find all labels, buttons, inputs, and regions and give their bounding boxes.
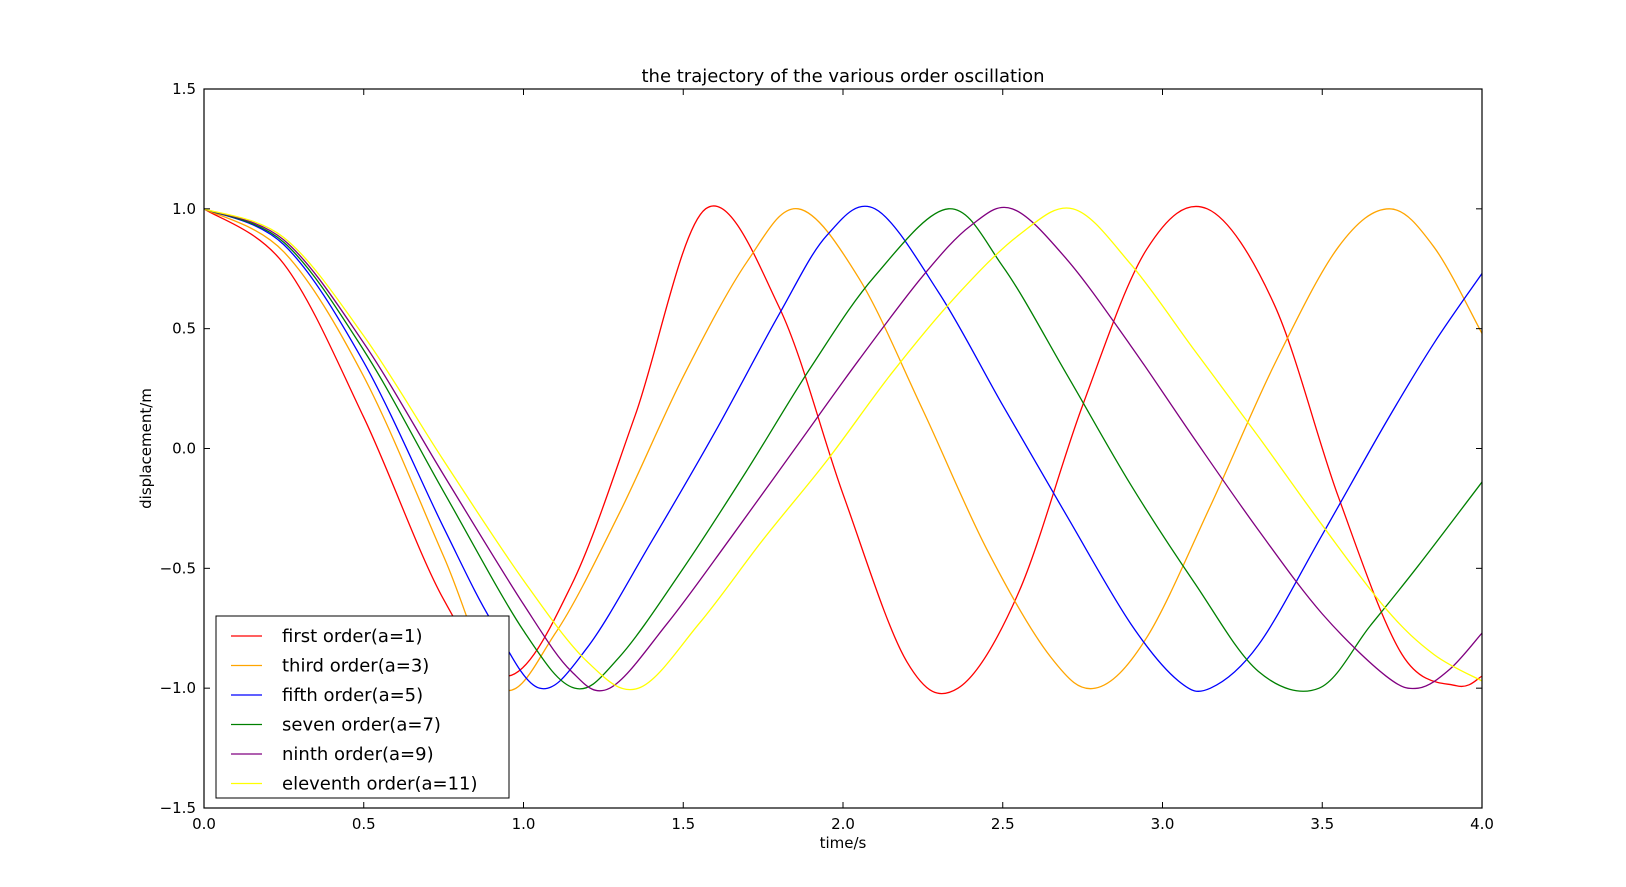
series-line-2 [203,208,1483,692]
x-axis-label: time/s [820,834,867,852]
legend-label-2: third order(a=3) [282,656,429,677]
y-tick-label: 1.5 [172,80,196,98]
legend: first order(a=1) third order(a=3) fifth or… [215,615,510,799]
series-line-3 [203,205,1483,693]
y-tick-label: −1.0 [160,679,196,697]
x-tick-label: 4.0 [1470,815,1494,833]
y-tick-label: 0.5 [172,320,196,338]
x-tick-label: 3.5 [1310,815,1334,833]
y-tick-label: −1.5 [160,799,196,817]
y-tick-label: −0.5 [160,559,196,577]
legend-frame [215,615,510,799]
legend-label-3: fifth order(a=5) [282,685,423,706]
x-tick-label: 2.5 [991,815,1015,833]
series-line-4 [203,208,1483,692]
plot-frame [203,88,1483,809]
x-tick-label: 0.5 [352,815,376,833]
legend-label-4: seven order(a=7) [282,715,441,736]
y-axis-label: displacement/m [137,388,155,509]
y-tick-label: 0.0 [172,440,196,458]
legend-label-6: eleventh order(a=11) [282,774,478,795]
legend-label-5: ninth order(a=9) [282,744,434,765]
x-tick-label: 3.0 [1151,815,1175,833]
series-line-5 [203,206,1483,692]
legend-label-1: first order(a=1) [282,626,423,647]
chart-title: the trajectory of the various order osci… [641,66,1044,87]
x-tick-label: 1.0 [512,815,536,833]
series-line-1 [203,205,1483,695]
y-tick-label: 1.0 [172,200,196,218]
x-tick-label: 0.0 [192,815,216,833]
x-tick-label: 2.0 [831,815,855,833]
series-line-6 [203,207,1483,691]
x-tick-label: 1.5 [671,815,695,833]
